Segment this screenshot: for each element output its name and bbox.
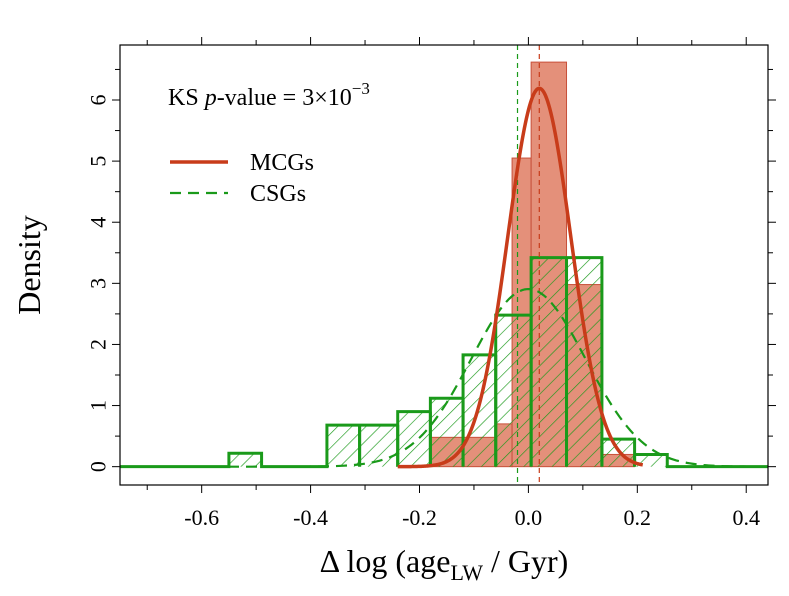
legend-label-csgs: CSGs <box>250 181 306 207</box>
y-axis: 0 1 2 3 4 5 6 <box>86 68 776 472</box>
legend: MCGs CSGs <box>170 150 314 207</box>
csg-bar <box>430 398 464 467</box>
x-tick-label: -0.6 <box>184 505 219 530</box>
x-tick-label: -0.4 <box>293 505 328 530</box>
legend-label-mcgs: MCGs <box>250 150 314 176</box>
csg-bar <box>463 354 496 467</box>
mean-lines <box>516 45 540 485</box>
csg-bar <box>495 315 532 467</box>
y-tick-label: 4 <box>86 217 111 228</box>
x-tick-label: 0.2 <box>624 505 652 530</box>
csg-bar <box>601 439 635 467</box>
x-tick-label: 0.4 <box>732 505 760 530</box>
y-axis-title: Density <box>11 215 47 315</box>
ks-annotation: KS p-value = 3×10−3 <box>168 79 370 111</box>
csg-density-curve <box>120 287 768 468</box>
mcg-density-curve <box>397 86 644 469</box>
x-tick-label: -0.2 <box>402 505 437 530</box>
csg-bar <box>359 425 398 467</box>
y-tick-label: 3 <box>86 278 111 289</box>
x-axis-title: Δ log (ageLW / Gyr) <box>320 543 569 585</box>
plot-area <box>120 45 768 485</box>
y-tick-label: 5 <box>86 156 111 167</box>
x-axis: -0.6 -0.4 -0.2 0.0 0.2 0.4 <box>146 37 760 530</box>
y-tick-label: 2 <box>86 339 111 350</box>
y-tick-label: 6 <box>86 95 111 106</box>
x-tick-label: 0.0 <box>515 505 543 530</box>
y-tick-label: 0 <box>86 461 111 472</box>
csg-histogram <box>120 256 768 469</box>
csg-bar <box>531 257 567 467</box>
y-tick-label: 1 <box>86 400 111 411</box>
csg-bar <box>397 411 431 467</box>
csg-bar <box>566 257 602 467</box>
plot-frame <box>119 44 769 486</box>
csg-bar <box>228 453 262 467</box>
density-curves <box>120 86 768 469</box>
csg-bar <box>326 425 360 467</box>
